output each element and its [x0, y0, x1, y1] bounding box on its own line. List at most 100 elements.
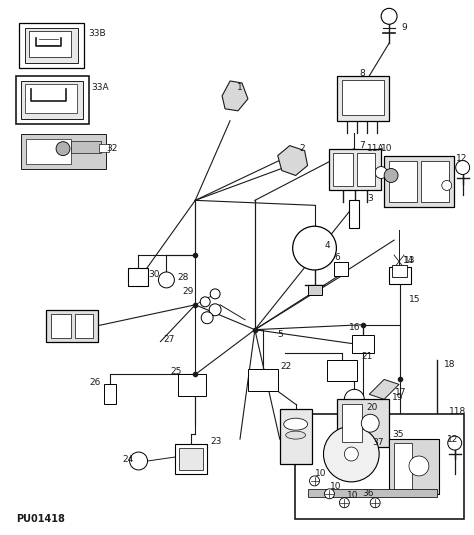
- Circle shape: [209, 304, 221, 316]
- Text: 12: 12: [456, 154, 467, 163]
- Bar: [308, 285, 321, 295]
- Circle shape: [158, 272, 174, 288]
- Text: 3: 3: [367, 194, 373, 203]
- Bar: [175, 444, 207, 474]
- Text: 21: 21: [361, 352, 373, 361]
- Circle shape: [384, 169, 398, 182]
- Bar: [308, 489, 437, 497]
- Bar: [389, 160, 417, 202]
- Bar: [128, 268, 147, 286]
- Bar: [352, 335, 374, 353]
- Text: 1: 1: [237, 83, 243, 93]
- Bar: [29, 31, 71, 57]
- Text: 15: 15: [409, 295, 420, 304]
- Bar: [178, 374, 206, 396]
- Bar: [21, 81, 83, 119]
- Bar: [421, 160, 449, 202]
- Text: 10: 10: [329, 483, 341, 491]
- Bar: [342, 404, 362, 442]
- Text: 16: 16: [349, 323, 361, 332]
- Bar: [75, 314, 93, 338]
- Text: 12: 12: [447, 434, 458, 444]
- Text: 33A: 33A: [91, 83, 109, 93]
- Circle shape: [210, 289, 220, 299]
- Text: 28: 28: [177, 273, 189, 282]
- Bar: [328, 360, 357, 381]
- Text: 14: 14: [402, 256, 414, 264]
- Text: 11A: 11A: [366, 144, 384, 153]
- Circle shape: [345, 447, 358, 461]
- Text: 2: 2: [300, 144, 305, 153]
- Circle shape: [323, 426, 379, 482]
- Polygon shape: [278, 146, 308, 175]
- Bar: [21, 134, 106, 169]
- Polygon shape: [222, 81, 248, 111]
- Text: 5: 5: [278, 330, 283, 339]
- Text: 19: 19: [392, 393, 403, 402]
- Bar: [335, 262, 348, 276]
- Bar: [99, 143, 109, 151]
- Circle shape: [339, 498, 349, 508]
- Circle shape: [456, 160, 470, 174]
- Circle shape: [129, 452, 147, 470]
- Text: 17: 17: [395, 388, 407, 397]
- Bar: [26, 139, 71, 164]
- Bar: [349, 200, 359, 228]
- Text: 35: 35: [392, 430, 403, 439]
- Bar: [342, 80, 384, 115]
- Bar: [280, 409, 311, 464]
- Text: 37: 37: [372, 438, 384, 447]
- Bar: [16, 76, 89, 124]
- Text: 18: 18: [444, 360, 456, 369]
- Circle shape: [201, 312, 213, 324]
- Text: 7: 7: [359, 141, 365, 150]
- Bar: [104, 384, 116, 404]
- Bar: [333, 152, 353, 186]
- Circle shape: [375, 166, 387, 179]
- Text: 118: 118: [449, 407, 466, 416]
- Bar: [389, 439, 439, 494]
- Text: 23: 23: [210, 437, 221, 446]
- Text: 32: 32: [107, 144, 118, 153]
- Text: 9: 9: [401, 23, 407, 32]
- Polygon shape: [369, 379, 399, 399]
- Bar: [384, 156, 454, 208]
- Bar: [179, 448, 203, 470]
- Text: 20: 20: [366, 403, 378, 412]
- Bar: [46, 310, 98, 342]
- Bar: [392, 265, 407, 277]
- Text: 30: 30: [148, 271, 160, 279]
- Ellipse shape: [284, 418, 308, 430]
- Text: PU01418: PU01418: [16, 514, 65, 524]
- Bar: [19, 24, 84, 68]
- Bar: [389, 267, 411, 284]
- Ellipse shape: [286, 431, 306, 439]
- Text: 27: 27: [164, 335, 175, 344]
- Text: 10: 10: [381, 144, 392, 153]
- Bar: [337, 399, 389, 447]
- Circle shape: [370, 498, 380, 508]
- Bar: [295, 414, 464, 519]
- Circle shape: [200, 297, 210, 307]
- Bar: [51, 314, 71, 338]
- Text: 33B: 33B: [88, 29, 106, 38]
- Text: 26: 26: [89, 378, 100, 387]
- Circle shape: [292, 226, 337, 270]
- Text: 10: 10: [347, 491, 359, 500]
- Circle shape: [345, 389, 364, 409]
- Text: 8: 8: [359, 68, 365, 78]
- Bar: [25, 28, 78, 63]
- Bar: [337, 76, 389, 121]
- Text: 24: 24: [123, 455, 134, 463]
- Text: 4: 4: [325, 241, 330, 250]
- Circle shape: [448, 436, 462, 450]
- Text: 36: 36: [362, 490, 374, 498]
- Circle shape: [381, 9, 397, 24]
- Circle shape: [310, 476, 319, 486]
- Bar: [25, 84, 77, 113]
- Bar: [357, 152, 375, 186]
- Circle shape: [56, 142, 70, 156]
- Circle shape: [361, 414, 379, 432]
- Circle shape: [325, 489, 335, 499]
- Circle shape: [409, 456, 429, 476]
